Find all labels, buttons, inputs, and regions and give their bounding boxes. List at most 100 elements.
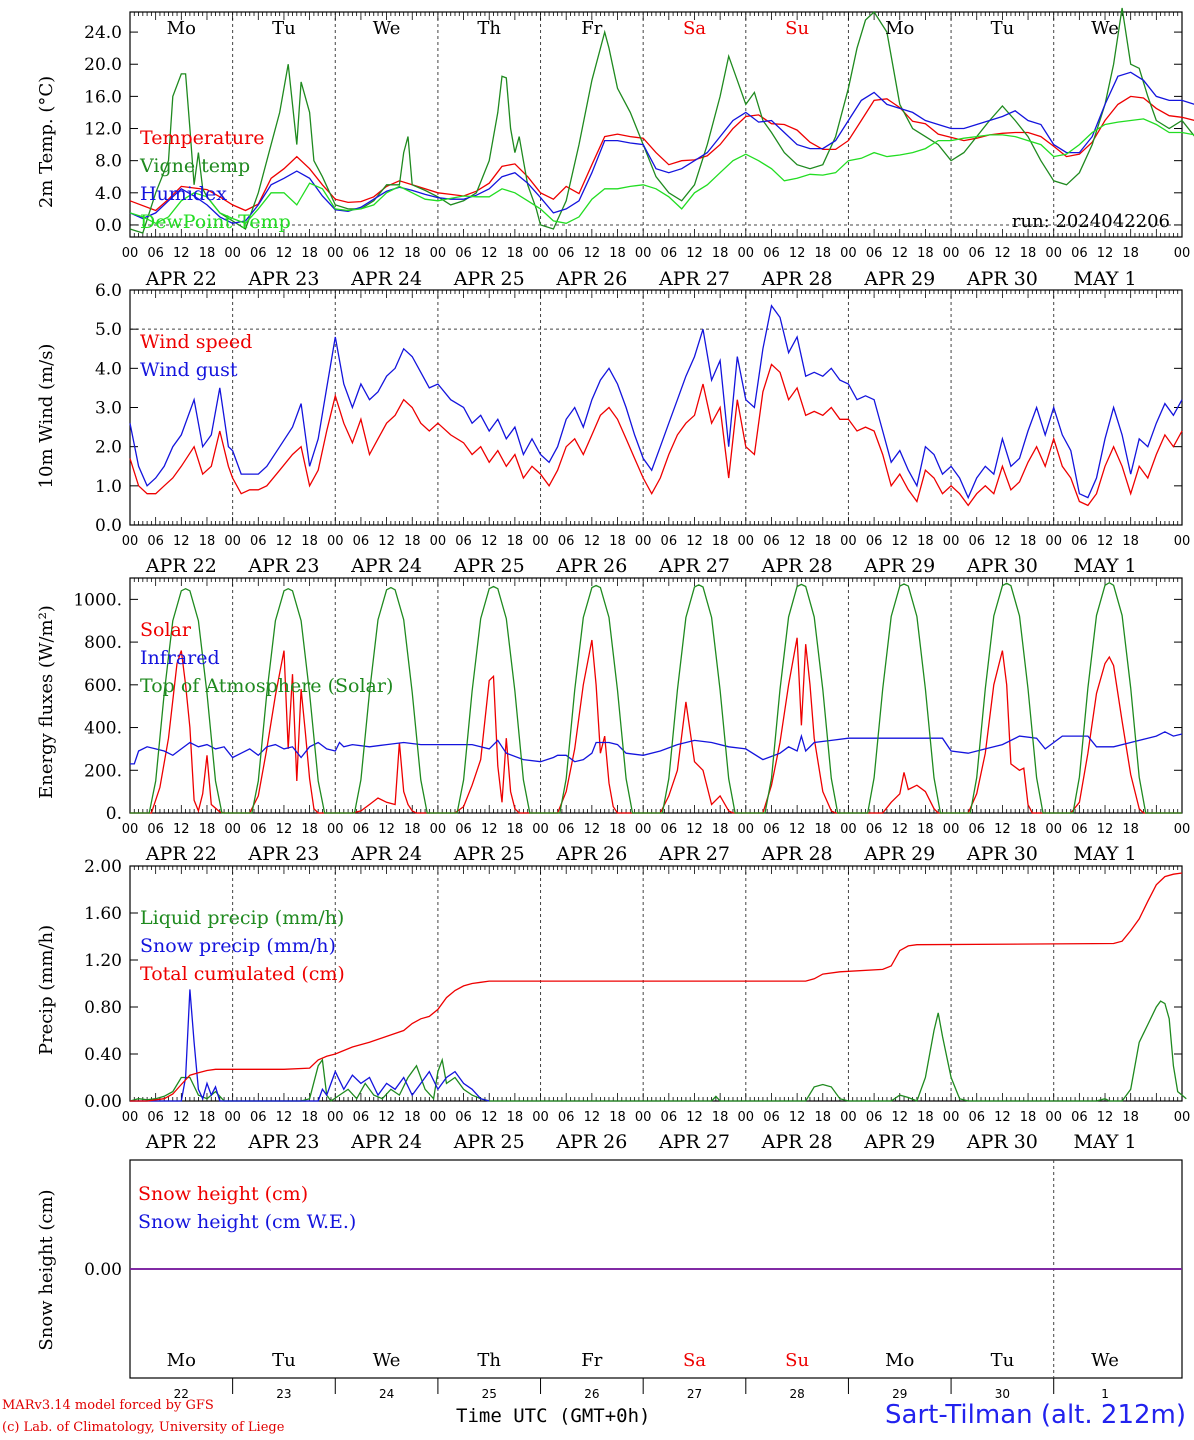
hour-tick-label: 00 (943, 1110, 960, 1125)
day-name: Tu (991, 18, 1015, 39)
plot-frame (129, 289, 1183, 526)
hour-tick-label: 00 (532, 1110, 549, 1125)
date-label: APR 23 (247, 555, 319, 577)
date-label: APR 29 (863, 843, 935, 865)
y-tick-label: 8.0 (95, 152, 122, 172)
panel-3: 0. 200. 400. 600. 800. 1000. Energy fluxes (W/… (36, 577, 1190, 865)
panel-4: 0.00 0.40 0.80 1.20 1.60 2.00 Precip (mm/h) Liq… (36, 857, 1190, 1153)
hour-tick-label: 18 (1122, 1110, 1139, 1125)
hour-tick-label: 00 (430, 1110, 447, 1125)
station-name: Sart-Tilman (alt. 212m) (885, 1400, 1186, 1430)
y-tick-label: 24.0 (84, 23, 122, 43)
y-tick-label: 5.0 (95, 320, 122, 340)
credit-line-2: (c) Lab. of Climatology, University of L… (2, 1420, 285, 1435)
hour-tick-label: 18 (507, 246, 524, 261)
run-annotation: run: 2024042206 (1012, 211, 1170, 232)
y-tick-label: 0.00 (84, 1260, 122, 1280)
legend-entry: Solar (140, 619, 192, 641)
hour-tick-label: 06 (147, 1110, 164, 1125)
hour-tick-label: 18 (404, 246, 421, 261)
y-tick-label: 20.0 (84, 55, 122, 75)
hour-tick-label: 00 (1045, 1110, 1062, 1125)
date-label: APR 24 (350, 268, 422, 290)
y-tick-label: 4.0 (95, 184, 122, 204)
hour-tick-label: 12 (1097, 1110, 1114, 1125)
hour-tick-label: 06 (147, 822, 164, 837)
legend-entry: Wind speed (140, 331, 252, 353)
legend-entry: Temperature (140, 127, 264, 149)
hour-tick-label: 06 (661, 534, 678, 549)
series-line-total-cumulated-cm- (130, 872, 1183, 1102)
hour-tick-label: 06 (353, 1110, 370, 1125)
date-label: APR 23 (247, 843, 319, 865)
series-line-wind-speed (129, 363, 1183, 507)
hour-tick-label: 00 (1174, 246, 1191, 261)
hour-tick-label: 06 (661, 246, 678, 261)
legend-entry: Infrared (140, 647, 220, 669)
hour-tick-label: 06 (661, 822, 678, 837)
hour-tick-label: 00 (738, 822, 755, 837)
hour-tick-label: 00 (122, 1110, 139, 1125)
day-name: Su (785, 18, 809, 39)
y-tick-label: 0.0 (95, 216, 122, 236)
hour-tick-label: 06 (147, 246, 164, 261)
day-number: 24 (379, 1387, 394, 1401)
day-number: 28 (789, 1387, 804, 1401)
y-tick-label: 200. (84, 761, 122, 781)
hour-tick-label: 06 (558, 1110, 575, 1125)
hour-tick-label: 00 (1174, 534, 1191, 549)
y-tick-label: 0.40 (84, 1045, 122, 1065)
hour-tick-label: 12 (584, 1110, 601, 1125)
hour-tick-label: 18 (199, 822, 216, 837)
panel-5: 0.00 Snow height (cm) Snow height (cm) Snow… (36, 1159, 1183, 1401)
hour-tick-label: 06 (763, 246, 780, 261)
day-number: 27 (687, 1387, 702, 1401)
hour-tick-label: 06 (455, 246, 472, 261)
hour-tick-label: 00 (840, 1110, 857, 1125)
hour-tick-label: 12 (378, 534, 395, 549)
hour-tick-label: 00 (224, 534, 241, 549)
day-number: 29 (892, 1387, 907, 1401)
date-label: APR 28 (761, 1131, 833, 1153)
hour-tick-label: 00 (224, 246, 241, 261)
date-label: MAY 1 (1073, 1131, 1136, 1153)
hour-tick-label: 06 (968, 246, 985, 261)
hour-tick-label: 06 (250, 246, 267, 261)
hour-tick-label: 06 (353, 822, 370, 837)
date-label: APR 22 (145, 1131, 217, 1153)
hour-tick-label: 18 (815, 1110, 832, 1125)
hour-tick-label: 12 (1097, 246, 1114, 261)
hour-tick-label: 00 (327, 534, 344, 549)
y-axis-label: Snow height (cm) (36, 1189, 57, 1350)
date-label: APR 25 (453, 1131, 525, 1153)
hour-tick-label: 18 (199, 1110, 216, 1125)
day-number: 26 (584, 1387, 599, 1401)
hour-tick-label: 06 (558, 822, 575, 837)
day-name: Su (785, 1350, 809, 1371)
hour-tick-label: 18 (301, 1110, 318, 1125)
hour-tick-label: 00 (943, 246, 960, 261)
date-label: APR 24 (350, 1131, 422, 1153)
hour-tick-label: 12 (481, 534, 498, 549)
day-name: Th (477, 18, 501, 39)
y-tick-label: 0. (106, 804, 122, 824)
hour-tick-label: 06 (661, 1110, 678, 1125)
date-label: APR 25 (453, 555, 525, 577)
date-label: APR 24 (350, 843, 422, 865)
date-label: APR 22 (145, 555, 217, 577)
y-tick-label: 1000. (73, 590, 122, 610)
hour-tick-label: 12 (378, 822, 395, 837)
date-label: APR 28 (761, 268, 833, 290)
day-name: We (1091, 18, 1119, 39)
date-label: APR 22 (145, 268, 217, 290)
hour-tick-label: 18 (507, 1110, 524, 1125)
hour-tick-label: 06 (455, 822, 472, 837)
hour-tick-label: 18 (301, 822, 318, 837)
hour-tick-label: 06 (1071, 246, 1088, 261)
day-name: Sa (683, 1350, 706, 1371)
hour-tick-label: 18 (609, 822, 626, 837)
day-name: We (1091, 1350, 1119, 1371)
x-axis-title: Time UTC (GMT+0h) (456, 1405, 651, 1427)
day-number: 30 (995, 1387, 1010, 1401)
hour-tick-label: 12 (789, 1110, 806, 1125)
